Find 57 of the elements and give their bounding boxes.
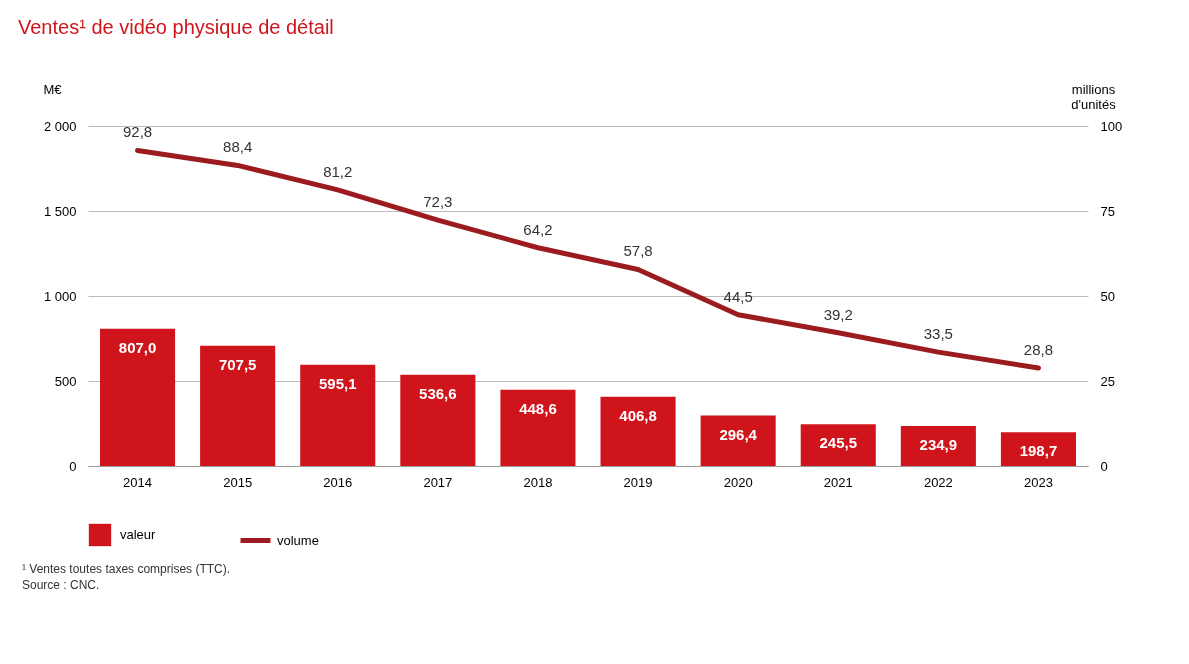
data-label: 245,5 bbox=[819, 434, 858, 452]
chart-title: Ventes¹ de vidéo physique de détail bbox=[18, 16, 334, 38]
data-label: 406,8 bbox=[619, 406, 657, 424]
y-axis-title: M€ bbox=[43, 81, 63, 97]
y-tick-label: 1 500 bbox=[43, 203, 77, 219]
y2-tick-label: 0 bbox=[1100, 458, 1108, 474]
bar bbox=[600, 396, 676, 466]
x-tick-label: 2014 bbox=[123, 474, 153, 490]
bar bbox=[700, 415, 776, 466]
x-tick-label: 2016 bbox=[323, 474, 353, 490]
legend-label: valeur bbox=[120, 527, 157, 542]
data-label: 39,2 bbox=[823, 305, 853, 323]
y2-tick-label: 25 bbox=[1100, 373, 1115, 389]
y-tick-label: 500 bbox=[54, 373, 77, 389]
x-tick-label: 2018 bbox=[523, 474, 553, 490]
x-tick-label: 2015 bbox=[223, 474, 253, 490]
bar bbox=[400, 374, 476, 466]
x-tick-label: 2020 bbox=[723, 474, 753, 490]
data-label: 448,6 bbox=[519, 399, 557, 417]
bar bbox=[200, 345, 276, 466]
bar bbox=[100, 328, 176, 466]
data-label: 198,7 bbox=[1019, 442, 1058, 460]
data-label: 72,3 bbox=[423, 193, 453, 211]
x-tick-label: 2019 bbox=[623, 474, 653, 490]
data-label: 595,1 bbox=[318, 374, 357, 392]
bar bbox=[500, 389, 576, 466]
bar bbox=[900, 426, 976, 466]
y2-tick-label: 100 bbox=[1100, 118, 1123, 134]
data-label: 28,8 bbox=[1023, 341, 1054, 359]
bar bbox=[300, 364, 376, 466]
text: ¹ Ventes toutes taxes comprises (TTC). bbox=[22, 561, 232, 577]
data-label: 64,2 bbox=[523, 220, 553, 238]
data-label: 296,4 bbox=[719, 425, 758, 443]
data-label: 92,8 bbox=[122, 123, 153, 141]
data-label: 536,6 bbox=[419, 384, 457, 402]
x-tick-label: 2023 bbox=[1023, 474, 1053, 490]
x-tick-label: 2017 bbox=[423, 474, 453, 490]
data-label: 33,5 bbox=[923, 325, 953, 343]
source-note: Source : CNC. bbox=[22, 577, 101, 593]
bar bbox=[1000, 432, 1076, 466]
data-label: 88,4 bbox=[223, 138, 253, 156]
data-label: 81,2 bbox=[323, 162, 353, 180]
x-tick-label: 2022 bbox=[923, 474, 953, 490]
y-tick-label: 0 bbox=[69, 458, 77, 474]
bar bbox=[800, 424, 876, 466]
data-label: 807,0 bbox=[118, 338, 157, 356]
legend-label: volume bbox=[277, 532, 319, 548]
y-tick-label: 2 000 bbox=[43, 118, 77, 134]
data-label: 44,5 bbox=[723, 287, 753, 305]
data-label: 707,5 bbox=[218, 355, 257, 373]
y2-tick-label: 75 bbox=[1100, 203, 1115, 219]
y2-tick-label: 50 bbox=[1100, 288, 1115, 304]
x-tick-label: 2021 bbox=[823, 474, 853, 490]
y-tick-label: 1 000 bbox=[43, 288, 77, 304]
data-label: 234,9 bbox=[919, 436, 958, 454]
data-label: 57,8 bbox=[623, 242, 653, 260]
y2-axis-title: millions d'unités bbox=[1071, 81, 1117, 112]
